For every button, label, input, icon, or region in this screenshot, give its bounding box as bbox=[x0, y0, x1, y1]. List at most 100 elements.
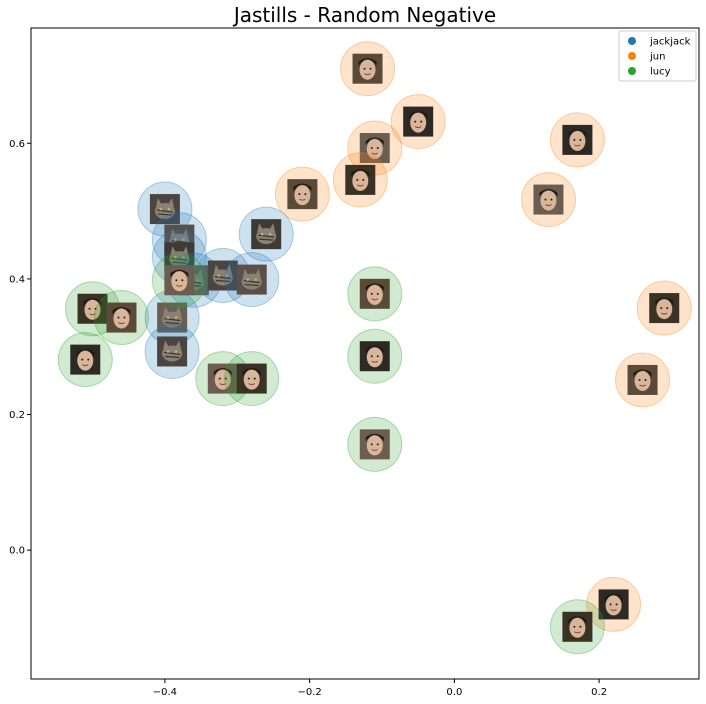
cat-ear-shape bbox=[225, 264, 232, 274]
cat-eye-dot bbox=[260, 232, 264, 236]
y-tick-label: 0.4 bbox=[9, 274, 25, 285]
face-shape bbox=[84, 299, 101, 320]
cat-ear-shape bbox=[257, 223, 264, 233]
cat-stripe-line bbox=[164, 317, 181, 325]
face-shape bbox=[634, 370, 651, 391]
data-point bbox=[195, 248, 251, 304]
plot-frame bbox=[30, 27, 700, 680]
hair-shape bbox=[170, 269, 189, 278]
hair-shape bbox=[365, 137, 384, 146]
face-shape bbox=[294, 185, 311, 206]
mouth-line bbox=[371, 298, 379, 301]
data-point bbox=[274, 166, 330, 222]
mouth-line bbox=[574, 144, 581, 147]
face-shape bbox=[366, 347, 383, 368]
eye-dot bbox=[94, 307, 97, 310]
eye-dot bbox=[376, 147, 379, 150]
cat-ear-shape bbox=[254, 268, 261, 278]
cat-eye-dot bbox=[217, 274, 221, 277]
cat-ear-shape bbox=[182, 246, 189, 256]
x-tick-label: 0.0 bbox=[446, 687, 462, 698]
data-point bbox=[520, 172, 576, 228]
hair-shape bbox=[76, 349, 95, 357]
data-point bbox=[332, 152, 388, 208]
mouth-line bbox=[660, 312, 668, 315]
mouth-line bbox=[248, 383, 256, 386]
cat-ear-shape bbox=[163, 340, 170, 350]
eye-dot bbox=[356, 178, 359, 181]
legend-label: jackjack bbox=[649, 37, 691, 48]
data-point bbox=[340, 41, 396, 97]
eye-dot bbox=[420, 120, 423, 123]
cat-stripe-line bbox=[258, 234, 275, 241]
cat-ear-shape bbox=[175, 306, 182, 316]
eye-dot bbox=[117, 316, 120, 319]
cat-eye-dot bbox=[167, 207, 171, 211]
data-point bbox=[549, 599, 605, 655]
cat-ear-shape bbox=[170, 228, 177, 238]
face-shape bbox=[569, 130, 586, 151]
hair-shape bbox=[568, 129, 587, 137]
cat-ear-shape bbox=[167, 198, 174, 208]
y-tick-label: 0.0 bbox=[9, 546, 25, 557]
data-point bbox=[195, 351, 251, 407]
hair-shape bbox=[633, 369, 652, 377]
x-tick-label: −0.4 bbox=[153, 687, 177, 698]
hair-shape bbox=[112, 307, 131, 315]
eye-dot bbox=[666, 307, 669, 310]
legend-marker bbox=[628, 67, 636, 75]
cat-eye-dot bbox=[182, 255, 185, 259]
y-tick-label: 0.6 bbox=[9, 139, 25, 150]
mouth-line bbox=[118, 322, 125, 325]
hair-shape bbox=[213, 368, 232, 376]
cat-eye-dot bbox=[225, 274, 229, 277]
data-point bbox=[224, 351, 280, 407]
hair-shape bbox=[655, 297, 674, 306]
hair-shape bbox=[604, 593, 623, 602]
face-shape bbox=[359, 59, 376, 80]
cat-ear-shape bbox=[155, 198, 162, 208]
data-point bbox=[93, 290, 149, 346]
eye-dot bbox=[218, 377, 221, 380]
face-shape bbox=[214, 369, 231, 390]
cat-ear-shape bbox=[163, 306, 170, 316]
legend-box bbox=[618, 30, 697, 82]
cat-ear-shape bbox=[170, 246, 177, 256]
eye-dot bbox=[550, 198, 553, 201]
face-shape bbox=[77, 350, 94, 371]
cat-ear-shape bbox=[213, 264, 220, 274]
cat-eye-dot bbox=[254, 278, 258, 281]
mouth-line bbox=[219, 383, 227, 386]
x-tick-label: 0.2 bbox=[591, 687, 607, 698]
cat-stripe-line bbox=[156, 209, 173, 216]
mouth-line bbox=[545, 204, 552, 207]
points-layer bbox=[57, 41, 692, 655]
eye-dot bbox=[370, 443, 373, 446]
cat-eye-dot bbox=[166, 316, 170, 319]
x-tick-label: −0.2 bbox=[297, 687, 321, 698]
data-point bbox=[586, 576, 642, 632]
eye-dot bbox=[376, 443, 379, 446]
legend-label: lucy bbox=[650, 67, 671, 78]
mouth-line bbox=[574, 631, 581, 634]
data-point bbox=[224, 252, 280, 308]
hair-shape bbox=[409, 111, 428, 119]
eye-dot bbox=[298, 193, 301, 196]
cat-stripe-line bbox=[243, 279, 260, 287]
cat-ear-shape bbox=[269, 223, 276, 233]
face-shape bbox=[540, 190, 557, 211]
eye-dot bbox=[370, 355, 373, 358]
cat-ear-shape bbox=[242, 268, 249, 278]
chart-title: Jastills - Random Negative bbox=[232, 3, 496, 27]
data-point bbox=[151, 252, 207, 308]
data-point bbox=[137, 181, 193, 237]
eye-dot bbox=[660, 307, 663, 310]
eye-dot bbox=[175, 279, 178, 282]
cat-eye-dot bbox=[182, 238, 185, 241]
mouth-line bbox=[176, 284, 183, 287]
cat-eye-dot bbox=[268, 232, 272, 236]
data-point bbox=[636, 280, 692, 336]
data-point bbox=[347, 328, 403, 384]
eye-dot bbox=[609, 603, 612, 606]
